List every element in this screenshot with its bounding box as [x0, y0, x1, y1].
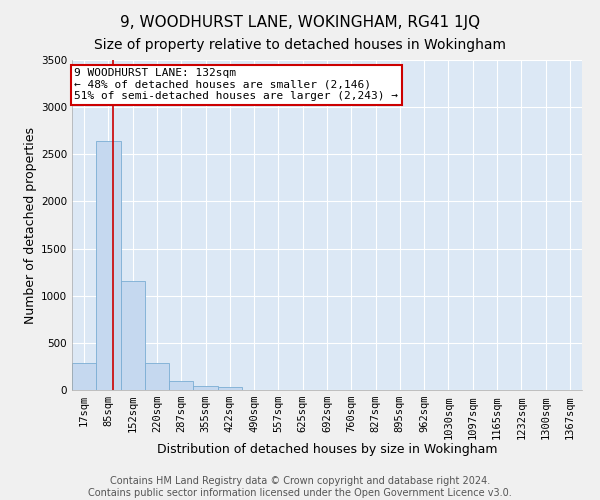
Bar [145, 362, 169, 390]
Text: 9 WOODHURST LANE: 132sqm
← 48% of detached houses are smaller (2,146)
51% of sem: 9 WOODHURST LANE: 132sqm ← 48% of detach… [74, 68, 398, 102]
Text: 9, WOODHURST LANE, WOKINGHAM, RG41 1JQ: 9, WOODHURST LANE, WOKINGHAM, RG41 1JQ [120, 15, 480, 30]
Bar [193, 386, 218, 390]
Bar [96, 141, 121, 390]
Y-axis label: Number of detached properties: Number of detached properties [24, 126, 37, 324]
Bar [218, 386, 242, 390]
Text: Contains HM Land Registry data © Crown copyright and database right 2024.
Contai: Contains HM Land Registry data © Crown c… [88, 476, 512, 498]
Text: Size of property relative to detached houses in Wokingham: Size of property relative to detached ho… [94, 38, 506, 52]
Bar [72, 362, 96, 390]
Bar [121, 280, 145, 390]
Bar [169, 380, 193, 390]
X-axis label: Distribution of detached houses by size in Wokingham: Distribution of detached houses by size … [157, 443, 497, 456]
